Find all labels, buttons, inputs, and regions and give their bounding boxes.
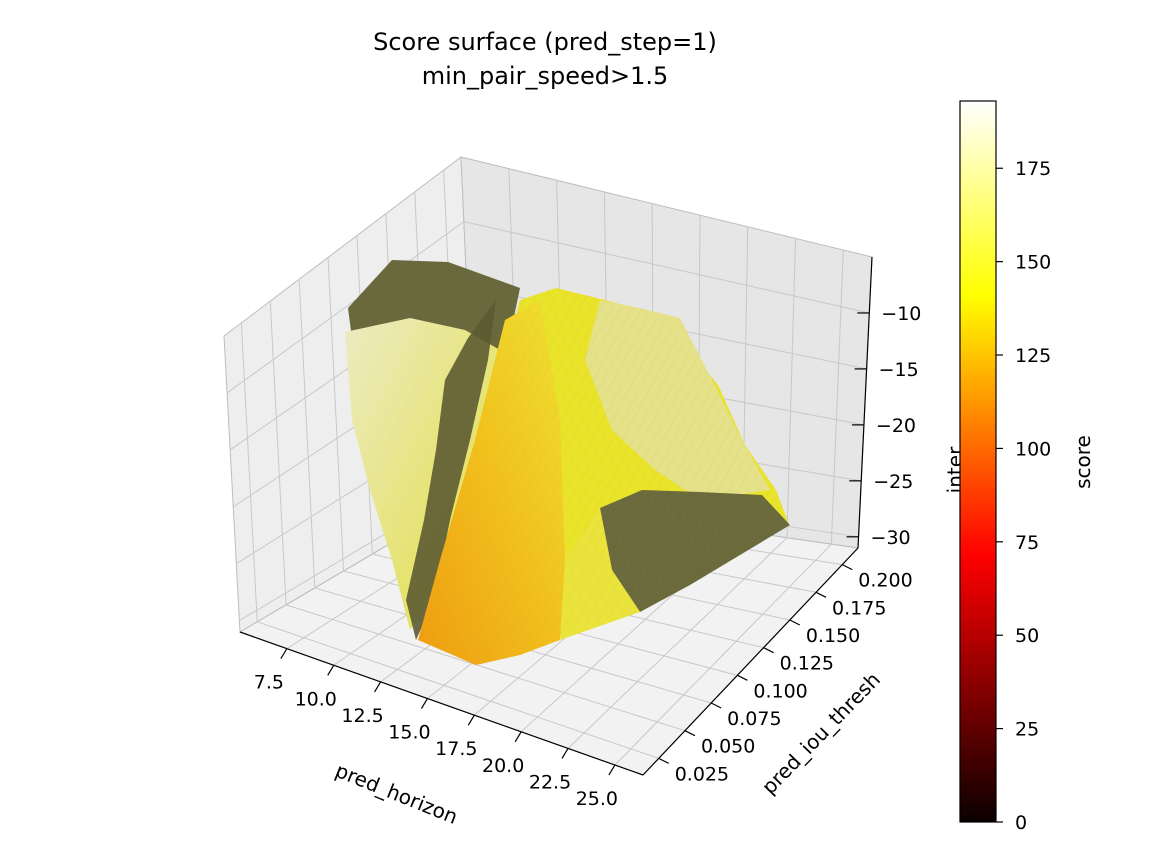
- y-tick-mark: [737, 674, 748, 681]
- z-tick-label: −30: [871, 527, 911, 549]
- y-gridline-left: [269, 301, 287, 605]
- y-tick-label: 0.075: [727, 708, 781, 730]
- x-tick-label: 7.5: [254, 672, 284, 694]
- colorbar-tick-label: 175: [1015, 158, 1051, 180]
- z-tick-labels: −10 −15 −20 −25 −30: [871, 303, 922, 549]
- y-tick-mark: [658, 757, 670, 764]
- y-tick-mark: [684, 730, 696, 737]
- x-axis-label: pred_horizon: [332, 758, 461, 829]
- y-tick-mark: [763, 647, 774, 654]
- z-gridline: [463, 221, 870, 314]
- y-axis-line: [642, 547, 859, 776]
- colorbar: 0 25 50 75 100 125 150 175 score: [959, 100, 1095, 834]
- y-tick-label: 0.125: [780, 653, 834, 675]
- colorbar-tick-label: 0: [1015, 812, 1027, 834]
- z-tick-label: −25: [873, 471, 913, 493]
- colorbar-gradient: [959, 100, 997, 823]
- colorbar-ticks: 0 25 50 75 100 125 150 175: [996, 158, 1051, 834]
- colorbar-tick-label: 125: [1015, 345, 1051, 367]
- x-tick-mark: [608, 764, 616, 776]
- x-gridline: [614, 543, 832, 766]
- colorbar-tick-label: 100: [1015, 438, 1051, 460]
- y-gridline: [257, 621, 659, 759]
- colorbar-tick-label: 50: [1015, 625, 1039, 647]
- chart-title: Score surface (pred_step=1): [373, 28, 717, 56]
- y-tick-mark: [710, 702, 722, 709]
- y-tick-label: 0.025: [675, 763, 729, 785]
- y-tick-label: 0.050: [701, 736, 755, 758]
- x-tick-label: 12.5: [341, 705, 383, 727]
- y-tick-mark: [789, 619, 801, 626]
- axes: [239, 256, 873, 776]
- y-tick-labels: 0.025 0.050 0.075 0.100 0.125 0.150 0.175 0.200: [675, 570, 913, 786]
- x-tick-label: 17.5: [435, 738, 477, 760]
- z-gridline-left: [226, 221, 465, 394]
- x-tick-label: 25.0: [576, 788, 618, 810]
- y-tick-mark: [815, 591, 827, 598]
- x-gridline-back: [786, 238, 797, 538]
- y-tick-label: 0.200: [858, 570, 912, 592]
- chart-subtitle: min_pair_speed>1.5: [422, 62, 669, 90]
- y-gridline-left: [327, 257, 345, 572]
- x-tick-mark: [280, 648, 288, 659]
- x-tick-label: 20.0: [482, 755, 524, 777]
- y-tick-label: 0.150: [806, 625, 860, 647]
- surface-dark-left-ridge: [406, 300, 496, 640]
- x-tick-mark: [467, 714, 475, 726]
- surface-mesh: [475, 288, 788, 665]
- x-tick-mark: [561, 748, 569, 759]
- y-tick-label: 0.175: [832, 597, 886, 619]
- y-tick-mark: [841, 564, 853, 571]
- x-tick-label: 22.5: [529, 771, 571, 793]
- x-tick-mark: [420, 698, 428, 709]
- x-tick-mark: [327, 664, 335, 676]
- z-tick-label: −15: [879, 359, 919, 381]
- colorbar-tick-label: 150: [1015, 252, 1051, 274]
- x-tick-labels: 7.5 10.012.515.017.520.022.525.0: [254, 672, 618, 810]
- y-gridline: [285, 604, 686, 732]
- x-axis-line: [239, 631, 644, 776]
- z-tick-label: −20: [876, 415, 916, 437]
- x-tick-mark: [514, 731, 522, 743]
- z-axis-line: [857, 256, 873, 549]
- x-gridline: [567, 537, 788, 749]
- x-tick-mark: [374, 681, 382, 693]
- colorbar-label: score: [1071, 435, 1095, 489]
- colorbar-tick-label: 25: [1015, 719, 1039, 741]
- y-gridline-left: [298, 279, 316, 588]
- x-tick-label: 15.0: [388, 722, 430, 744]
- x-gridline-back: [830, 250, 844, 545]
- z-tick-label: −10: [881, 303, 921, 325]
- x-tick-label: 10.0: [295, 688, 337, 710]
- surface: [345, 260, 790, 665]
- y-gridline-left: [240, 322, 258, 622]
- colorbar-tick-label: 75: [1015, 532, 1039, 554]
- y-tick-label: 0.100: [753, 680, 807, 702]
